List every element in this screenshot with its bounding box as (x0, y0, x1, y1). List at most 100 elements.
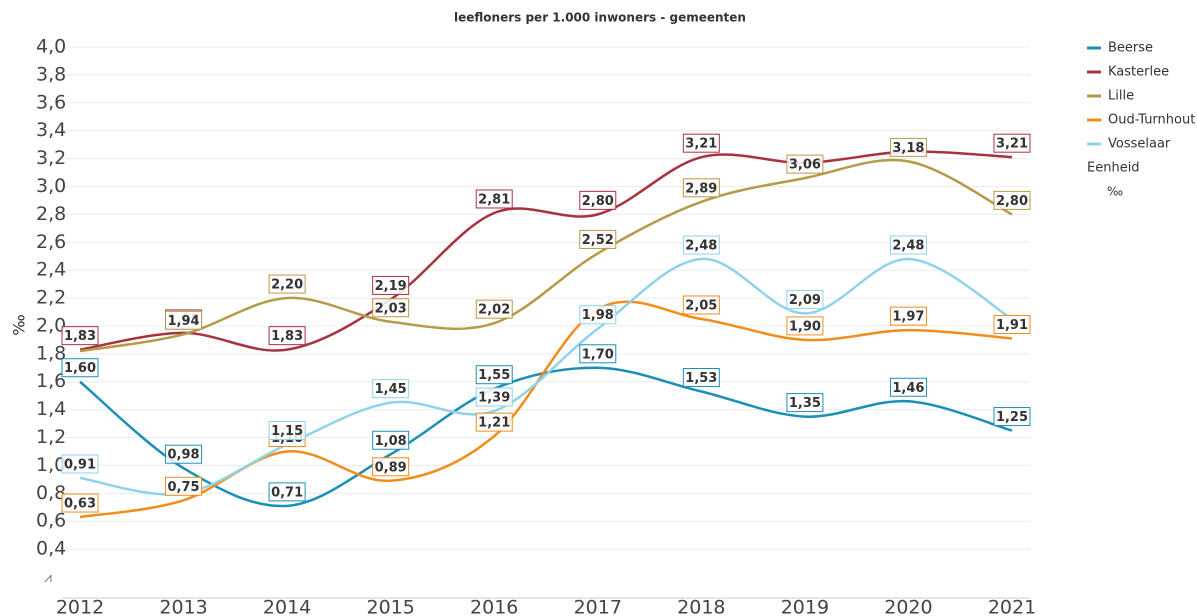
x-tick-label: 2014 (263, 597, 311, 616)
y-tick-label: 1,0 (36, 454, 66, 476)
value-label: 1,21 (478, 416, 510, 431)
value-label: 0,89 (375, 460, 407, 475)
y-axis-label: ‰ (10, 314, 29, 335)
value-label-box (475, 189, 513, 209)
legend-label: Beerse (1108, 41, 1153, 56)
value-label-box (682, 295, 720, 315)
value-label-box (165, 476, 203, 496)
value-label-box (786, 393, 824, 413)
value-label: 2,02 (478, 303, 510, 318)
value-label: 2,89 (685, 181, 717, 196)
value-label-box (993, 133, 1031, 153)
value-label: 1,25 (996, 410, 1028, 425)
x-tick-label: 2018 (677, 597, 725, 616)
value-label-box (372, 457, 410, 477)
value-label: 2,05 (685, 298, 717, 313)
y-tick-label: 3,8 (36, 63, 66, 85)
value-label-box (682, 133, 720, 153)
value-label: 1,46 (892, 381, 924, 396)
value-label-box (475, 365, 513, 385)
y-tick-label: 2,2 (36, 287, 66, 309)
value-label: 2,48 (685, 239, 717, 254)
value-label-box (475, 387, 513, 407)
y-tick-label: 2,4 (36, 259, 66, 281)
value-label: 3,06 (789, 158, 821, 173)
value-label: 0,63 (64, 497, 96, 512)
value-label-box (579, 305, 617, 325)
value-label: 0,98 (168, 448, 200, 463)
value-label-box (993, 407, 1031, 427)
legend-label: Vosselaar (1108, 137, 1171, 152)
x-tick-label: 2020 (884, 597, 932, 616)
y-tick-label: 4,0 (36, 36, 66, 58)
y-tick-label: 0,8 (36, 482, 66, 504)
y-tick-label: 2,0 (36, 314, 66, 336)
y-tick-label: 3,0 (36, 175, 66, 197)
value-label-box (372, 379, 410, 399)
value-label: 1,55 (478, 368, 510, 383)
value-label-box (889, 306, 927, 326)
value-label: 3,21 (685, 137, 717, 152)
x-tick-label: 2017 (574, 597, 622, 616)
x-tick-label: 2013 (159, 597, 207, 616)
value-label: 1,60 (64, 361, 96, 376)
value-label: 3,21 (996, 137, 1028, 152)
axis-break: ⩘ (44, 570, 52, 586)
value-label-box (993, 315, 1031, 334)
value-label: 2,09 (789, 293, 821, 308)
value-label-box (268, 274, 306, 294)
x-tick-label: 2012 (56, 597, 104, 616)
y-tick-label: 0,6 (36, 510, 66, 532)
legend-title: Eenheid (1087, 161, 1140, 176)
value-label: 2,52 (582, 233, 614, 248)
value-label: 2,20 (271, 278, 303, 293)
value-label: 2,48 (892, 239, 924, 254)
chart-title: leefloners per 1.000 inwoners - gemeente… (454, 11, 746, 25)
value-label: 2,19 (375, 279, 407, 294)
series-line (79, 366, 1013, 508)
value-label-box (579, 229, 617, 249)
value-label: 1,91 (996, 318, 1028, 333)
value-label: 1,97 (892, 310, 924, 325)
value-label-box (268, 482, 306, 502)
series-line (79, 158, 1013, 353)
value-label: 1,35 (789, 396, 821, 411)
value-label-box (889, 377, 927, 397)
value-label-box (889, 137, 927, 157)
value-label-box (682, 178, 720, 198)
value-label: 1,53 (685, 371, 717, 386)
y-tick-label: 1,4 (36, 398, 66, 420)
value-label: 1,90 (789, 319, 821, 334)
y-tick-label: 2,8 (36, 203, 66, 225)
value-label: 2,81 (478, 192, 510, 207)
value-label-box (372, 275, 410, 295)
value-label-box (993, 190, 1031, 210)
value-label: 0,75 (168, 480, 200, 495)
value-label-box (579, 344, 617, 364)
value-label: 2,80 (996, 194, 1028, 209)
value-label: 0,91 (64, 457, 96, 472)
y-tick-label: 1,8 (36, 342, 66, 364)
y-tick-label: 1,6 (36, 370, 66, 392)
value-label-box (579, 190, 617, 210)
value-label: 2,03 (375, 301, 407, 316)
value-label-box (165, 444, 203, 464)
value-label: 1,98 (582, 308, 614, 323)
value-label-box (372, 298, 410, 318)
x-tick-label: 2015 (366, 597, 414, 616)
value-label-box (786, 289, 824, 309)
value-label-box (61, 326, 99, 346)
value-label: 2,80 (582, 194, 614, 209)
value-label-box (786, 316, 824, 336)
value-label-box (889, 235, 927, 255)
value-label: 1,45 (375, 382, 407, 397)
y-tick-label: 3,6 (36, 91, 66, 113)
value-label-box (61, 493, 99, 513)
y-tick-label: 1,2 (36, 426, 66, 448)
value-label-box (268, 421, 306, 440)
value-label: 1,15 (271, 424, 303, 439)
y-tick-label: 0,4 (36, 538, 66, 560)
y-tick-label: 3,4 (36, 119, 66, 141)
value-label-box (682, 235, 720, 255)
